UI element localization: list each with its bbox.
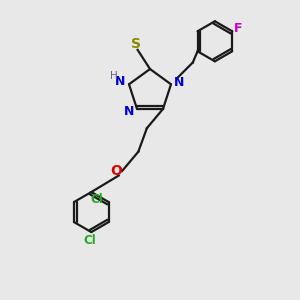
Text: N: N bbox=[115, 75, 125, 88]
Text: S: S bbox=[131, 37, 141, 51]
Text: Cl: Cl bbox=[90, 193, 103, 206]
Text: O: O bbox=[110, 164, 122, 178]
Text: H: H bbox=[110, 71, 118, 81]
Text: Cl: Cl bbox=[83, 234, 96, 247]
Text: N: N bbox=[174, 76, 184, 89]
Text: N: N bbox=[124, 105, 134, 118]
Text: F: F bbox=[234, 22, 242, 34]
